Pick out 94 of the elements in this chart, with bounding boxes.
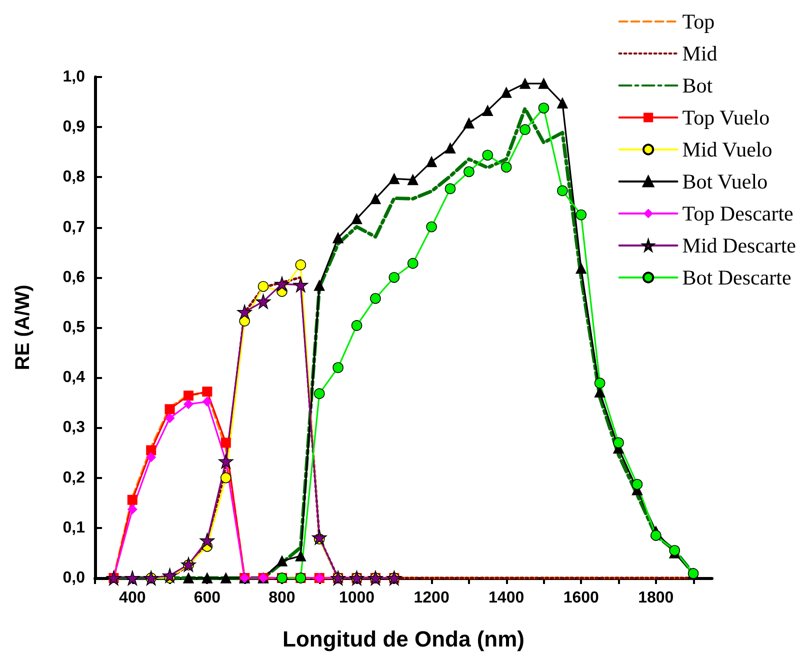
y-tick-label: 0,1 bbox=[62, 519, 86, 536]
point bbox=[295, 259, 306, 270]
point bbox=[482, 150, 494, 161]
point bbox=[146, 445, 156, 456]
point bbox=[500, 162, 512, 173]
point bbox=[183, 390, 194, 401]
point bbox=[370, 193, 381, 204]
point bbox=[220, 572, 232, 584]
point bbox=[164, 404, 175, 414]
point bbox=[312, 530, 327, 545]
y-tick-label: 0,6 bbox=[62, 268, 86, 286]
x-tick-label: 1000 bbox=[338, 590, 375, 606]
y-tick-label: 0,4 bbox=[62, 369, 86, 386]
x-tick-label: 1800 bbox=[638, 590, 674, 606]
point bbox=[314, 388, 325, 400]
y-tick-label: 0,7 bbox=[62, 218, 86, 236]
y-tick-label: 0,2 bbox=[62, 469, 86, 486]
y-tick-label: 0,8 bbox=[62, 168, 86, 186]
point bbox=[183, 399, 194, 410]
point bbox=[407, 174, 418, 186]
point bbox=[613, 437, 624, 448]
point bbox=[332, 362, 344, 373]
x-tick-label: 1400 bbox=[488, 590, 524, 606]
legend-label: Top Vuelo bbox=[682, 106, 770, 130]
point bbox=[220, 438, 231, 448]
point bbox=[444, 142, 456, 154]
point bbox=[127, 494, 138, 505]
point bbox=[200, 533, 215, 548]
point bbox=[632, 478, 643, 490]
point bbox=[464, 166, 474, 178]
point bbox=[220, 472, 232, 484]
point bbox=[295, 550, 306, 562]
y-tick-label: 1,0 bbox=[62, 68, 86, 86]
legend-label: Mid bbox=[682, 42, 718, 66]
point bbox=[202, 572, 213, 584]
x-tick-label: 400 bbox=[119, 590, 146, 606]
y-axis-title: RE (A/W) bbox=[12, 284, 34, 370]
point bbox=[520, 124, 530, 135]
point bbox=[388, 272, 400, 283]
point bbox=[351, 213, 362, 224]
point bbox=[183, 572, 194, 584]
point bbox=[538, 102, 550, 114]
point bbox=[351, 320, 362, 331]
point bbox=[482, 105, 494, 116]
y-tick-label: 0,9 bbox=[62, 118, 86, 136]
point bbox=[274, 276, 290, 292]
point bbox=[258, 281, 269, 292]
legend-label: Mid Descarte bbox=[682, 234, 796, 258]
point bbox=[426, 156, 437, 168]
legend-label: Bot Descarte bbox=[682, 266, 792, 290]
point bbox=[202, 396, 212, 407]
point bbox=[594, 378, 606, 389]
legend-label: Bot bbox=[682, 74, 713, 98]
legend-label: Top Descarte bbox=[682, 202, 794, 226]
point bbox=[276, 556, 288, 566]
x-tick-label: 600 bbox=[194, 590, 221, 606]
point bbox=[146, 452, 156, 462]
point bbox=[650, 530, 662, 541]
y-tick-label: 0,0 bbox=[62, 570, 86, 586]
point bbox=[202, 386, 212, 397]
point bbox=[538, 78, 550, 89]
point bbox=[500, 87, 512, 98]
point bbox=[444, 183, 456, 194]
y-tick-label: 0,5 bbox=[62, 319, 86, 336]
x-axis-title: Longitud de Onda (nm) bbox=[282, 626, 524, 652]
point bbox=[237, 304, 252, 320]
point bbox=[218, 454, 234, 469]
point bbox=[557, 98, 568, 108]
point bbox=[576, 262, 587, 274]
y-tick-label: 0,3 bbox=[62, 419, 86, 436]
legend-label: Bot Vuelo bbox=[682, 170, 768, 194]
point bbox=[464, 118, 474, 128]
legend-label: Top bbox=[682, 10, 715, 34]
point bbox=[370, 293, 381, 304]
point bbox=[314, 280, 325, 291]
x-tick-label: 1600 bbox=[563, 590, 600, 606]
point bbox=[576, 209, 587, 220]
point bbox=[594, 386, 606, 398]
x-tick-label: 1200 bbox=[414, 590, 450, 606]
point bbox=[293, 278, 308, 292]
point bbox=[557, 185, 568, 196]
point bbox=[332, 232, 344, 244]
point bbox=[164, 413, 175, 424]
point bbox=[407, 258, 418, 269]
x-tick-label: 800 bbox=[268, 590, 296, 606]
point bbox=[388, 173, 400, 184]
point bbox=[426, 221, 437, 232]
point bbox=[256, 294, 271, 309]
point bbox=[127, 504, 138, 514]
point bbox=[669, 545, 680, 556]
point bbox=[520, 78, 530, 89]
legend-label: Mid Vuelo bbox=[682, 138, 772, 162]
point bbox=[162, 568, 178, 583]
point bbox=[124, 570, 140, 586]
